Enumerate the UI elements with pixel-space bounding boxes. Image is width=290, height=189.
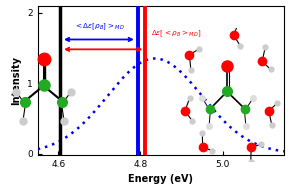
X-axis label: Energy (eV): Energy (eV) <box>128 174 193 184</box>
Text: $\Delta\epsilon[< \rho_B >_{MD}]$: $\Delta\epsilon[< \rho_B >_{MD}]$ <box>151 29 201 40</box>
Text: $< \Delta\epsilon[\rho_B] >_{MD}$: $< \Delta\epsilon[\rho_B] >_{MD}$ <box>74 21 124 32</box>
Y-axis label: Intensity: Intensity <box>12 56 21 105</box>
